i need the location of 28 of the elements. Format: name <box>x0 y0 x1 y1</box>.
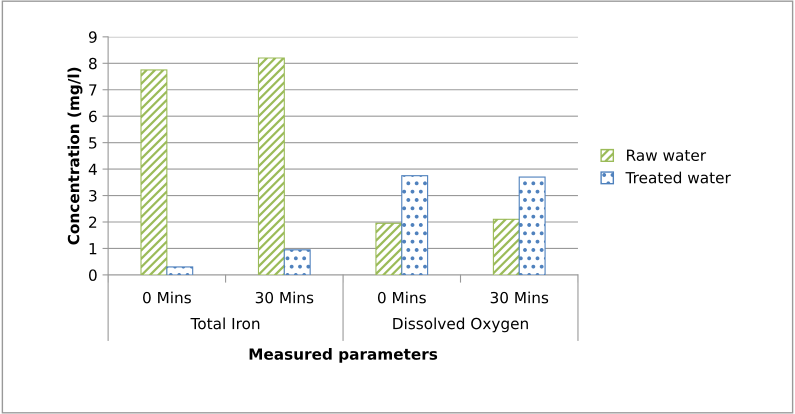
x-axis-title: Measured parameters <box>250 348 438 363</box>
legend-label: Treated water <box>626 172 731 184</box>
y-tick-label: 1 <box>90 243 96 254</box>
bar <box>401 175 428 275</box>
x-tick-label: 30 Mins <box>256 292 314 304</box>
x-tick-label: 30 Mins <box>490 292 548 304</box>
y-tick-label: 4 <box>88 164 97 175</box>
y-axis-title: Concentration (mg/l) <box>68 68 82 245</box>
y-tick-label: 9 <box>88 31 97 43</box>
y-tick-label: 0 <box>88 269 97 281</box>
y-tick-label: 5 <box>89 137 96 149</box>
bar <box>166 266 194 275</box>
y-tick-label: 8 <box>89 58 97 70</box>
y-tick-label: 2 <box>89 216 96 228</box>
y-tick-label: 6 <box>89 110 97 122</box>
text: Total Iron <box>190 317 260 330</box>
bar <box>518 176 546 275</box>
legend-label: Raw water <box>627 150 706 161</box>
bar <box>258 57 285 275</box>
bar <box>375 222 402 275</box>
bar <box>284 249 311 275</box>
x-tick-label: 0 Mins <box>143 292 191 304</box>
x-tick-label: 0 Mins <box>378 292 426 304</box>
y-tick-label: 3 <box>89 190 96 202</box>
bar <box>492 218 520 275</box>
y-tick-label: 7 <box>89 84 96 96</box>
text: Dissolved Oxygen <box>393 317 528 332</box>
bar <box>140 69 168 275</box>
